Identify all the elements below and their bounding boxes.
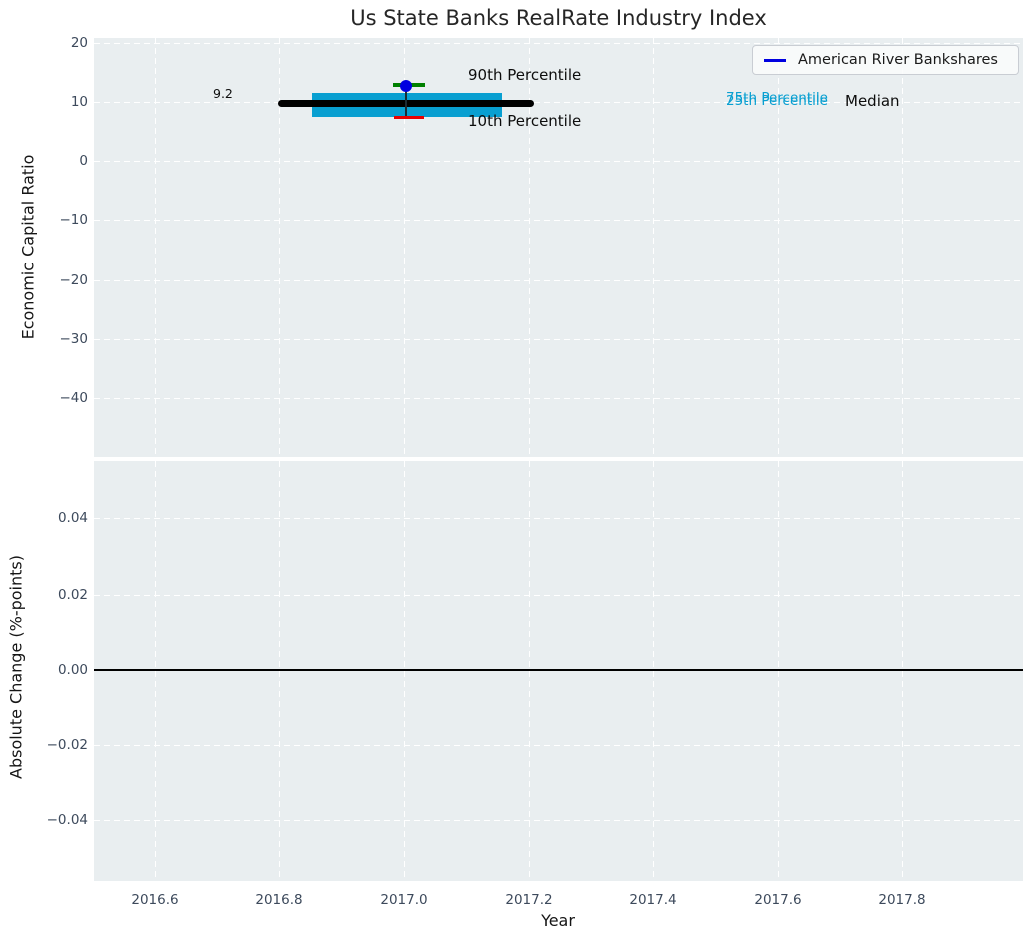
ytick-bottom: 0.02 bbox=[57, 587, 88, 603]
gridline-h bbox=[94, 398, 1023, 399]
ytick-top: −40 bbox=[59, 390, 89, 406]
xtick: 2017.6 bbox=[754, 892, 802, 908]
ytick-top: −20 bbox=[59, 272, 89, 288]
xtick: 2017.8 bbox=[878, 892, 926, 908]
p25-annotation: 25th Percentile bbox=[726, 93, 828, 109]
whisker-line bbox=[405, 84, 407, 118]
ytick-bottom: −0.04 bbox=[46, 812, 88, 828]
ytick-top: −10 bbox=[59, 212, 89, 228]
gridline-h bbox=[94, 280, 1023, 281]
p75-annotation: 75th Percentile bbox=[726, 90, 828, 106]
top-y-axis-label: Economic Capital Ratio bbox=[18, 154, 38, 340]
gridline-v bbox=[279, 38, 280, 457]
zero-reference-line bbox=[94, 669, 1023, 671]
ytick-top: 10 bbox=[70, 94, 88, 110]
gridline-v bbox=[404, 38, 405, 457]
legend: American River Bankshares bbox=[752, 45, 1019, 75]
gridline-h bbox=[94, 820, 1023, 821]
xtick: 2017.4 bbox=[629, 892, 677, 908]
gridline-h bbox=[94, 339, 1023, 340]
gridline-v bbox=[902, 461, 903, 881]
gridline-v bbox=[653, 461, 654, 881]
p10-whisker-cap bbox=[394, 116, 424, 119]
ytick-bottom: 0.00 bbox=[57, 662, 88, 678]
p10-annotation: 10th Percentile bbox=[468, 112, 582, 130]
ytick-top: −30 bbox=[59, 331, 89, 347]
legend-label: American River Bankshares bbox=[798, 52, 998, 68]
gridline-v bbox=[155, 461, 156, 881]
gridline-v bbox=[404, 461, 405, 881]
gridline-h bbox=[94, 595, 1023, 596]
xtick: 2017.0 bbox=[380, 892, 428, 908]
gridline-h bbox=[94, 43, 1023, 44]
gridline-v bbox=[778, 461, 779, 881]
ytick-bottom: −0.02 bbox=[46, 737, 88, 753]
gridline-h bbox=[94, 518, 1023, 519]
bottom-plot-area bbox=[94, 461, 1023, 881]
p90-annotation: 90th Percentile bbox=[468, 66, 582, 84]
xtick: 2016.8 bbox=[255, 892, 303, 908]
top-plot-area: American River Bankshares bbox=[94, 38, 1023, 457]
median-text-annotation: Median bbox=[845, 92, 900, 110]
gridline-v bbox=[653, 38, 654, 457]
gridline-h bbox=[94, 745, 1023, 746]
gridline-v bbox=[529, 38, 530, 457]
gridline-v bbox=[279, 461, 280, 881]
legend-line-sample bbox=[764, 58, 786, 62]
gridline-h bbox=[94, 161, 1023, 162]
median-value-annotation: 9.2 bbox=[213, 86, 233, 101]
xtick: 2016.6 bbox=[131, 892, 179, 908]
ytick-bottom: 0.04 bbox=[57, 510, 88, 526]
gridline-v bbox=[778, 38, 779, 457]
ytick-top: 0 bbox=[79, 153, 88, 169]
bottom-y-axis-label: Absolute Change (%-points) bbox=[6, 555, 26, 779]
gridline-v bbox=[155, 38, 156, 457]
ytick-top: 20 bbox=[70, 35, 88, 51]
company-data-point bbox=[400, 80, 412, 92]
x-axis-label: Year bbox=[541, 911, 575, 930]
chart-title: Us State Banks RealRate Industry Index bbox=[350, 6, 767, 30]
gridline-v bbox=[529, 461, 530, 881]
xtick: 2017.2 bbox=[505, 892, 553, 908]
gridline-h bbox=[94, 220, 1023, 221]
gridline-v bbox=[902, 38, 903, 457]
gridline-h bbox=[94, 102, 1023, 103]
